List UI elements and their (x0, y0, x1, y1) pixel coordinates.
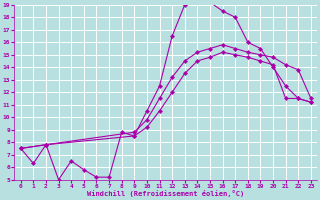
X-axis label: Windchill (Refroidissement éolien,°C): Windchill (Refroidissement éolien,°C) (87, 190, 244, 197)
